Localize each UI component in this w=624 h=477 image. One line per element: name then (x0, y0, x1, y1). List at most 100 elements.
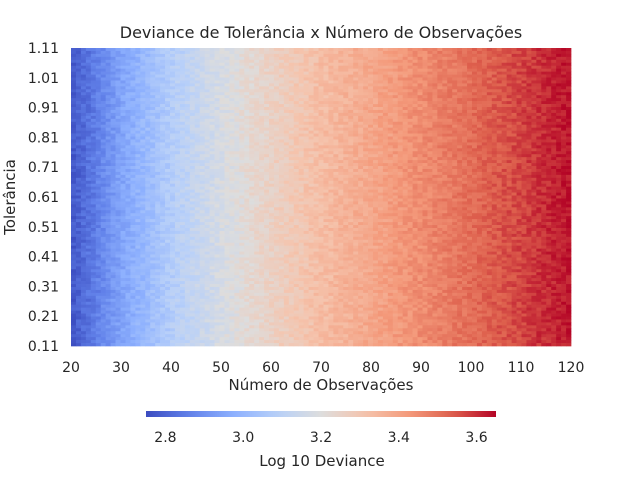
heatmap-cell (501, 139, 507, 143)
heatmap-cell (481, 139, 488, 143)
heatmap-cell (298, 115, 305, 120)
heatmap-cell (219, 139, 225, 143)
heatmap-cell (130, 121, 136, 126)
heatmap-cell (249, 112, 255, 117)
heatmap-cell (417, 80, 423, 84)
heatmap-cell (382, 121, 389, 126)
heatmap-cell (273, 136, 280, 140)
heatmap-cell (170, 101, 176, 105)
heatmap-cell (140, 95, 146, 99)
heatmap-cell (160, 115, 166, 120)
heatmap-cell (348, 48, 354, 52)
heatmap-cell (224, 68, 230, 72)
heatmap-cell (244, 130, 250, 134)
heatmap-cell (551, 101, 557, 105)
heatmap-cell (387, 48, 394, 52)
heatmap-cell (224, 56, 230, 61)
heatmap-cells (71, 48, 572, 347)
heatmap-cell (95, 86, 102, 90)
heatmap-cell (556, 112, 562, 117)
heatmap-cell (511, 124, 517, 129)
heatmap-cell (338, 80, 344, 84)
heatmap-cell (219, 192, 225, 196)
heatmap-cell (486, 48, 493, 52)
heatmap-cell (204, 112, 210, 117)
heatmap-cell (328, 86, 334, 90)
heatmap-cell (239, 118, 245, 123)
heatmap-cell (71, 180, 77, 185)
heatmap-cell (402, 77, 408, 81)
heatmap-cell (561, 171, 567, 176)
heatmap-cell (150, 189, 156, 193)
heatmap-cell (189, 148, 196, 152)
heatmap-cell (516, 133, 522, 137)
heatmap-cell (551, 109, 557, 114)
heatmap-cell (427, 163, 433, 167)
heatmap-cell (323, 101, 329, 105)
heatmap-cell (452, 174, 458, 179)
heatmap-cell (165, 130, 171, 134)
heatmap-cell (234, 177, 240, 182)
heatmap-cell (160, 121, 166, 126)
heatmap-cell (511, 53, 517, 58)
heatmap-cell (372, 154, 379, 158)
heatmap-cell (333, 98, 339, 102)
heatmap-cell (155, 74, 161, 78)
heatmap-cell (561, 53, 567, 58)
heatmap-cell (392, 136, 399, 140)
heatmap-cell (229, 166, 235, 170)
heatmap-cell (333, 127, 339, 131)
heatmap-cell (343, 133, 349, 137)
heatmap-cell (303, 124, 309, 129)
heatmap-cell (481, 121, 488, 126)
heatmap-cell (348, 166, 354, 170)
heatmap-cell (229, 148, 235, 152)
heatmap-cell (234, 48, 240, 52)
heatmap-cell (239, 189, 245, 193)
heatmap-cell (150, 95, 156, 99)
heatmap-cell (244, 145, 250, 149)
heatmap-cell (308, 89, 314, 93)
heatmap-cell (333, 151, 339, 155)
heatmap-cell (511, 65, 517, 69)
heatmap-cell (511, 139, 517, 143)
heatmap-cell (566, 127, 572, 131)
heatmap-cell (125, 166, 131, 170)
heatmap-cell (100, 50, 106, 55)
heatmap-cell (204, 189, 210, 193)
heatmap-cell (71, 115, 77, 120)
heatmap-cell (95, 68, 102, 72)
heatmap-cell (353, 177, 359, 182)
heatmap-cell (526, 157, 532, 161)
heatmap-cell (204, 92, 210, 96)
heatmap-cell (273, 166, 280, 170)
heatmap-cell (516, 166, 522, 170)
heatmap-cell (392, 121, 399, 126)
heatmap-cell (457, 80, 463, 84)
heatmap-cell (120, 62, 126, 67)
heatmap-cell (511, 95, 517, 99)
heatmap-cell (486, 133, 493, 137)
heatmap-cell (105, 154, 111, 158)
heatmap-cell (368, 74, 374, 78)
heatmap-cell (303, 77, 309, 81)
heatmap-cell (496, 83, 503, 87)
heatmap-cell (496, 124, 503, 129)
heatmap-cell (561, 160, 567, 164)
heatmap-cell (140, 189, 146, 193)
heatmap-cell (174, 160, 181, 164)
heatmap-cell (145, 68, 151, 72)
heatmap-cell (368, 59, 374, 64)
heatmap-cell (496, 101, 503, 105)
heatmap-cell (536, 127, 542, 131)
heatmap-cell (363, 130, 369, 134)
heatmap-cell (234, 83, 240, 87)
heatmap-cell (229, 71, 235, 75)
heatmap-cell (155, 130, 161, 134)
heatmap-cell (204, 71, 210, 75)
heatmap-cell (239, 71, 245, 75)
heatmap-cell (353, 163, 359, 167)
heatmap-cell (397, 86, 404, 90)
heatmap-cell (80, 145, 87, 149)
heatmap-cell (333, 109, 339, 114)
